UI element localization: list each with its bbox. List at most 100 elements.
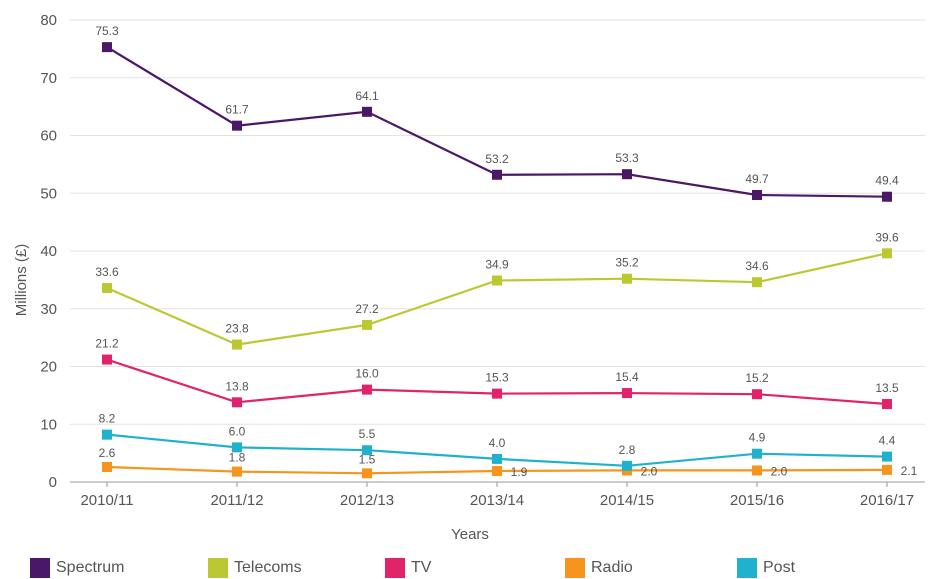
- legend: Spectrum Telecoms TV Radio Post: [30, 556, 930, 579]
- data-label-spectrum: 49.4: [875, 174, 899, 188]
- data-label-tv: 13.8: [225, 379, 249, 393]
- data-label-telecoms: 23.8: [225, 322, 249, 336]
- data-point-radio: [362, 468, 372, 479]
- y-tick-label: 60: [40, 128, 57, 145]
- data-point-spectrum: [622, 169, 632, 180]
- legend-label: Radio: [591, 558, 633, 576]
- legend-swatch: [30, 557, 50, 578]
- y-tick-label: 80: [40, 12, 57, 29]
- data-point-post: [362, 445, 372, 456]
- data-point-radio: [882, 464, 892, 475]
- legend-label: Spectrum: [56, 558, 125, 576]
- data-label-spectrum: 75.3: [95, 24, 119, 38]
- data-label-tv: 21.2: [95, 337, 119, 351]
- data-point-telecoms: [492, 275, 502, 286]
- legend-item-radio: Radio: [565, 556, 633, 579]
- x-tick-label: 2012/13: [340, 492, 394, 509]
- data-label-post: 2.8: [619, 443, 636, 457]
- data-label-telecoms: 27.2: [355, 302, 379, 316]
- data-point-post: [232, 442, 242, 453]
- y-tick-label: 10: [40, 416, 57, 433]
- data-point-tv: [882, 399, 892, 410]
- data-label-tv: 15.3: [485, 371, 509, 385]
- data-label-post: 5.5: [359, 427, 376, 441]
- data-point-radio: [492, 466, 502, 477]
- legend-label: Post: [763, 558, 796, 576]
- data-point-spectrum: [362, 106, 372, 117]
- data-point-post: [752, 448, 762, 459]
- data-label-telecoms: 39.6: [875, 230, 899, 244]
- data-label-radio: 1.8: [229, 451, 246, 465]
- data-label-tv: 13.5: [875, 381, 899, 395]
- legend-swatch: [208, 557, 228, 578]
- data-point-tv: [232, 397, 242, 408]
- data-label-radio: 2.0: [771, 464, 788, 478]
- legend-swatch: [565, 557, 585, 578]
- data-label-spectrum: 64.1: [355, 89, 379, 103]
- legend-item-spectrum: Spectrum: [30, 556, 124, 579]
- x-tick-label: 2010/11: [80, 492, 133, 509]
- data-point-tv: [102, 354, 112, 365]
- data-label-spectrum: 49.7: [745, 172, 769, 186]
- legend-item-post: Post: [737, 556, 795, 579]
- data-point-post: [102, 429, 112, 440]
- data-point-telecoms: [752, 277, 762, 288]
- data-point-tv: [752, 389, 762, 400]
- y-axis-title: Millions (£): [13, 244, 30, 317]
- data-point-telecoms: [102, 282, 112, 293]
- x-tick-label: 2011/12: [210, 492, 263, 509]
- y-tick-label: 30: [40, 301, 57, 318]
- data-point-post: [492, 453, 502, 464]
- data-point-tv: [362, 384, 372, 395]
- x-tick-label: 2015/16: [730, 492, 784, 509]
- data-point-tv: [492, 388, 502, 399]
- data-label-radio: 2.0: [641, 464, 658, 478]
- data-label-tv: 15.4: [615, 370, 639, 384]
- data-label-tv: 16.0: [355, 367, 379, 381]
- data-label-tv: 15.2: [745, 371, 769, 385]
- data-label-telecoms: 34.9: [485, 257, 509, 271]
- data-point-tv: [622, 388, 632, 399]
- data-point-telecoms: [622, 273, 632, 284]
- legend-swatch: [385, 557, 405, 578]
- data-point-radio: [102, 461, 112, 472]
- data-point-radio: [752, 465, 762, 476]
- y-tick-label: 50: [40, 185, 57, 202]
- data-label-radio: 1.9: [511, 465, 528, 479]
- data-point-telecoms: [882, 248, 892, 259]
- data-label-post: 4.9: [749, 431, 766, 445]
- data-label-telecoms: 34.6: [745, 259, 769, 273]
- y-tick-label: 20: [40, 359, 57, 376]
- legend-item-tv: TV: [385, 556, 431, 579]
- data-point-telecoms: [232, 339, 242, 350]
- data-point-spectrum: [882, 191, 892, 202]
- x-tick-label: 2013/14: [470, 492, 524, 509]
- data-label-post: 6.0: [229, 424, 246, 438]
- data-label-telecoms: 33.6: [95, 265, 119, 279]
- data-label-telecoms: 35.2: [615, 256, 639, 270]
- legend-swatch: [737, 557, 757, 578]
- data-label-radio: 1.5: [359, 452, 376, 466]
- data-point-telecoms: [362, 319, 372, 330]
- data-label-spectrum: 53.3: [615, 151, 639, 165]
- x-tick-label: 2014/15: [600, 492, 654, 509]
- y-tick-label: 70: [40, 70, 57, 87]
- y-tick-label: 0: [49, 474, 57, 491]
- data-point-post: [622, 460, 632, 471]
- data-label-post: 4.0: [489, 436, 506, 450]
- legend-label: Telecoms: [234, 558, 302, 576]
- data-point-post: [882, 451, 892, 462]
- data-label-post: 4.4: [879, 434, 896, 448]
- x-axis-title: Years: [451, 526, 489, 543]
- data-label-radio: 2.6: [99, 446, 116, 460]
- y-tick-label: 40: [40, 243, 57, 260]
- legend-label: TV: [411, 558, 432, 576]
- data-label-spectrum: 53.2: [485, 152, 509, 166]
- data-label-radio: 2.1: [901, 464, 918, 478]
- x-tick-label: 2016/17: [860, 492, 914, 509]
- data-point-spectrum: [492, 169, 502, 180]
- data-label-spectrum: 61.7: [225, 103, 249, 117]
- data-point-spectrum: [102, 42, 112, 53]
